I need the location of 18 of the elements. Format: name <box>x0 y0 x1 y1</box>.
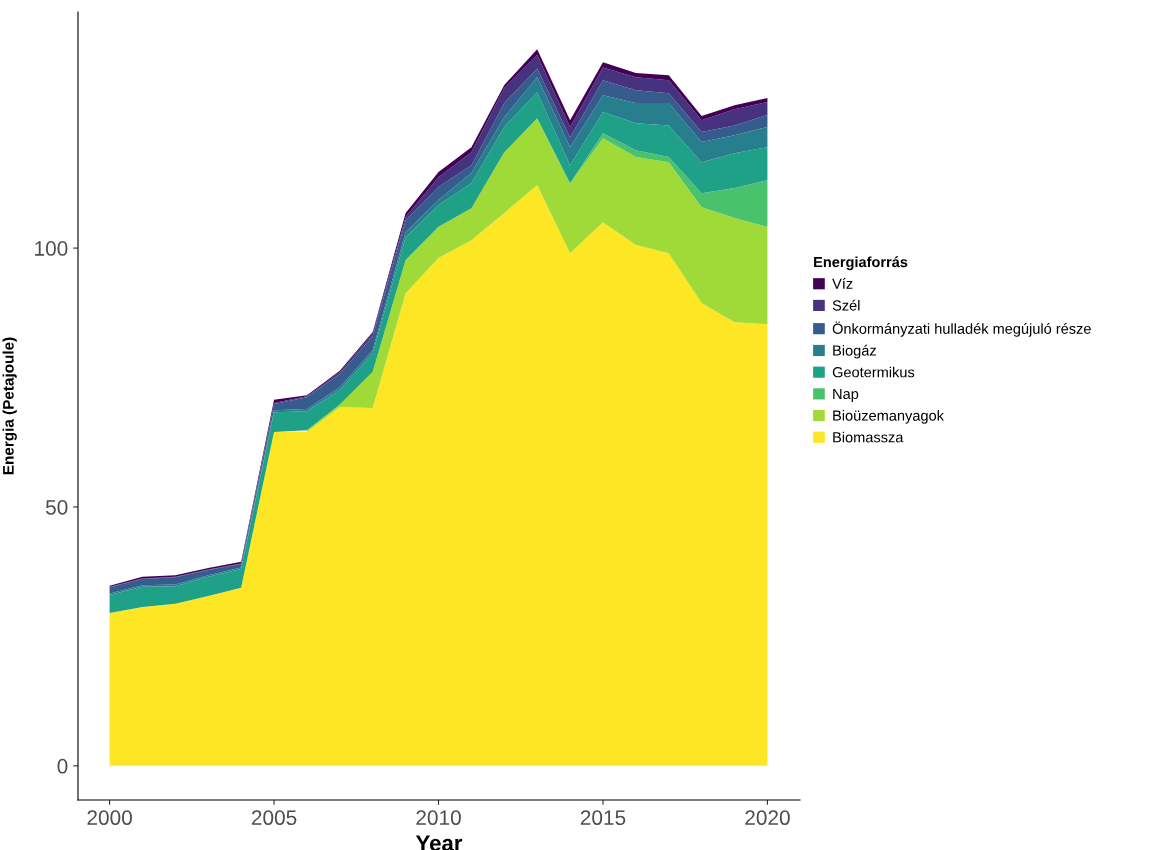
legend-label: Önkormányzati hulladék megújuló része <box>832 321 1091 337</box>
x-tick-label: 2020 <box>745 810 790 826</box>
x-tick-label: 2010 <box>416 810 461 826</box>
legend-label: Szél <box>832 299 860 311</box>
legend-label: Biomassza <box>833 431 904 443</box>
y-tick-label: 100 <box>35 241 68 256</box>
legend-label: Nap <box>833 388 859 402</box>
legend-title: Energiaforrás <box>814 256 908 271</box>
legend-label: Biogáz <box>833 344 876 359</box>
x-tick-label: 2015 <box>580 810 626 826</box>
legend-label: Geotermikus <box>832 366 915 378</box>
legend-label: Bioüzemanyagok <box>833 410 944 424</box>
y-axis-title: Energia (Petajoule) <box>2 337 17 475</box>
y-tick-label: 50 <box>45 499 68 515</box>
x-tick-label: 2000 <box>87 810 132 826</box>
legend-label: Víz <box>832 278 853 289</box>
y-tick-label: 0 <box>57 758 68 774</box>
x-tick-label: 2005 <box>251 810 297 826</box>
